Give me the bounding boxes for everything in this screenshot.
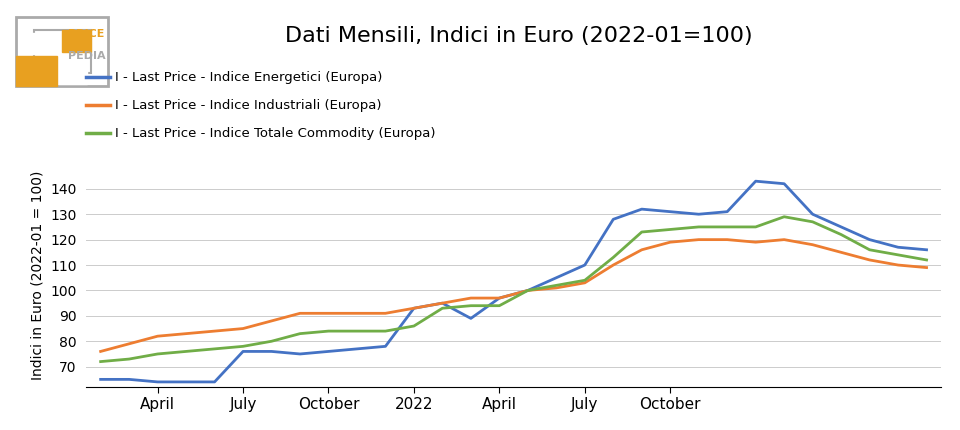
- Text: Dati Mensili, Indici in Euro (2022-01=100): Dati Mensili, Indici in Euro (2022-01=10…: [284, 26, 753, 46]
- Bar: [18, 33, 47, 54]
- Text: PRICE: PRICE: [68, 29, 105, 40]
- Text: I - Last Price - Indice Totale Commodity (Europa): I - Last Price - Indice Totale Commodity…: [115, 127, 436, 140]
- Bar: [62, 30, 91, 52]
- Y-axis label: Indici in Euro (2022-01 = 100): Indici in Euro (2022-01 = 100): [31, 171, 44, 380]
- Text: I - Last Price - Indice Energetici (Europa): I - Last Price - Indice Energetici (Euro…: [115, 71, 383, 84]
- Bar: [58, 63, 86, 84]
- Text: PEDIA: PEDIA: [68, 51, 106, 61]
- Text: I - Last Price - Indice Industriali (Europa): I - Last Price - Indice Industriali (Eur…: [115, 99, 382, 112]
- Bar: [16, 56, 57, 86]
